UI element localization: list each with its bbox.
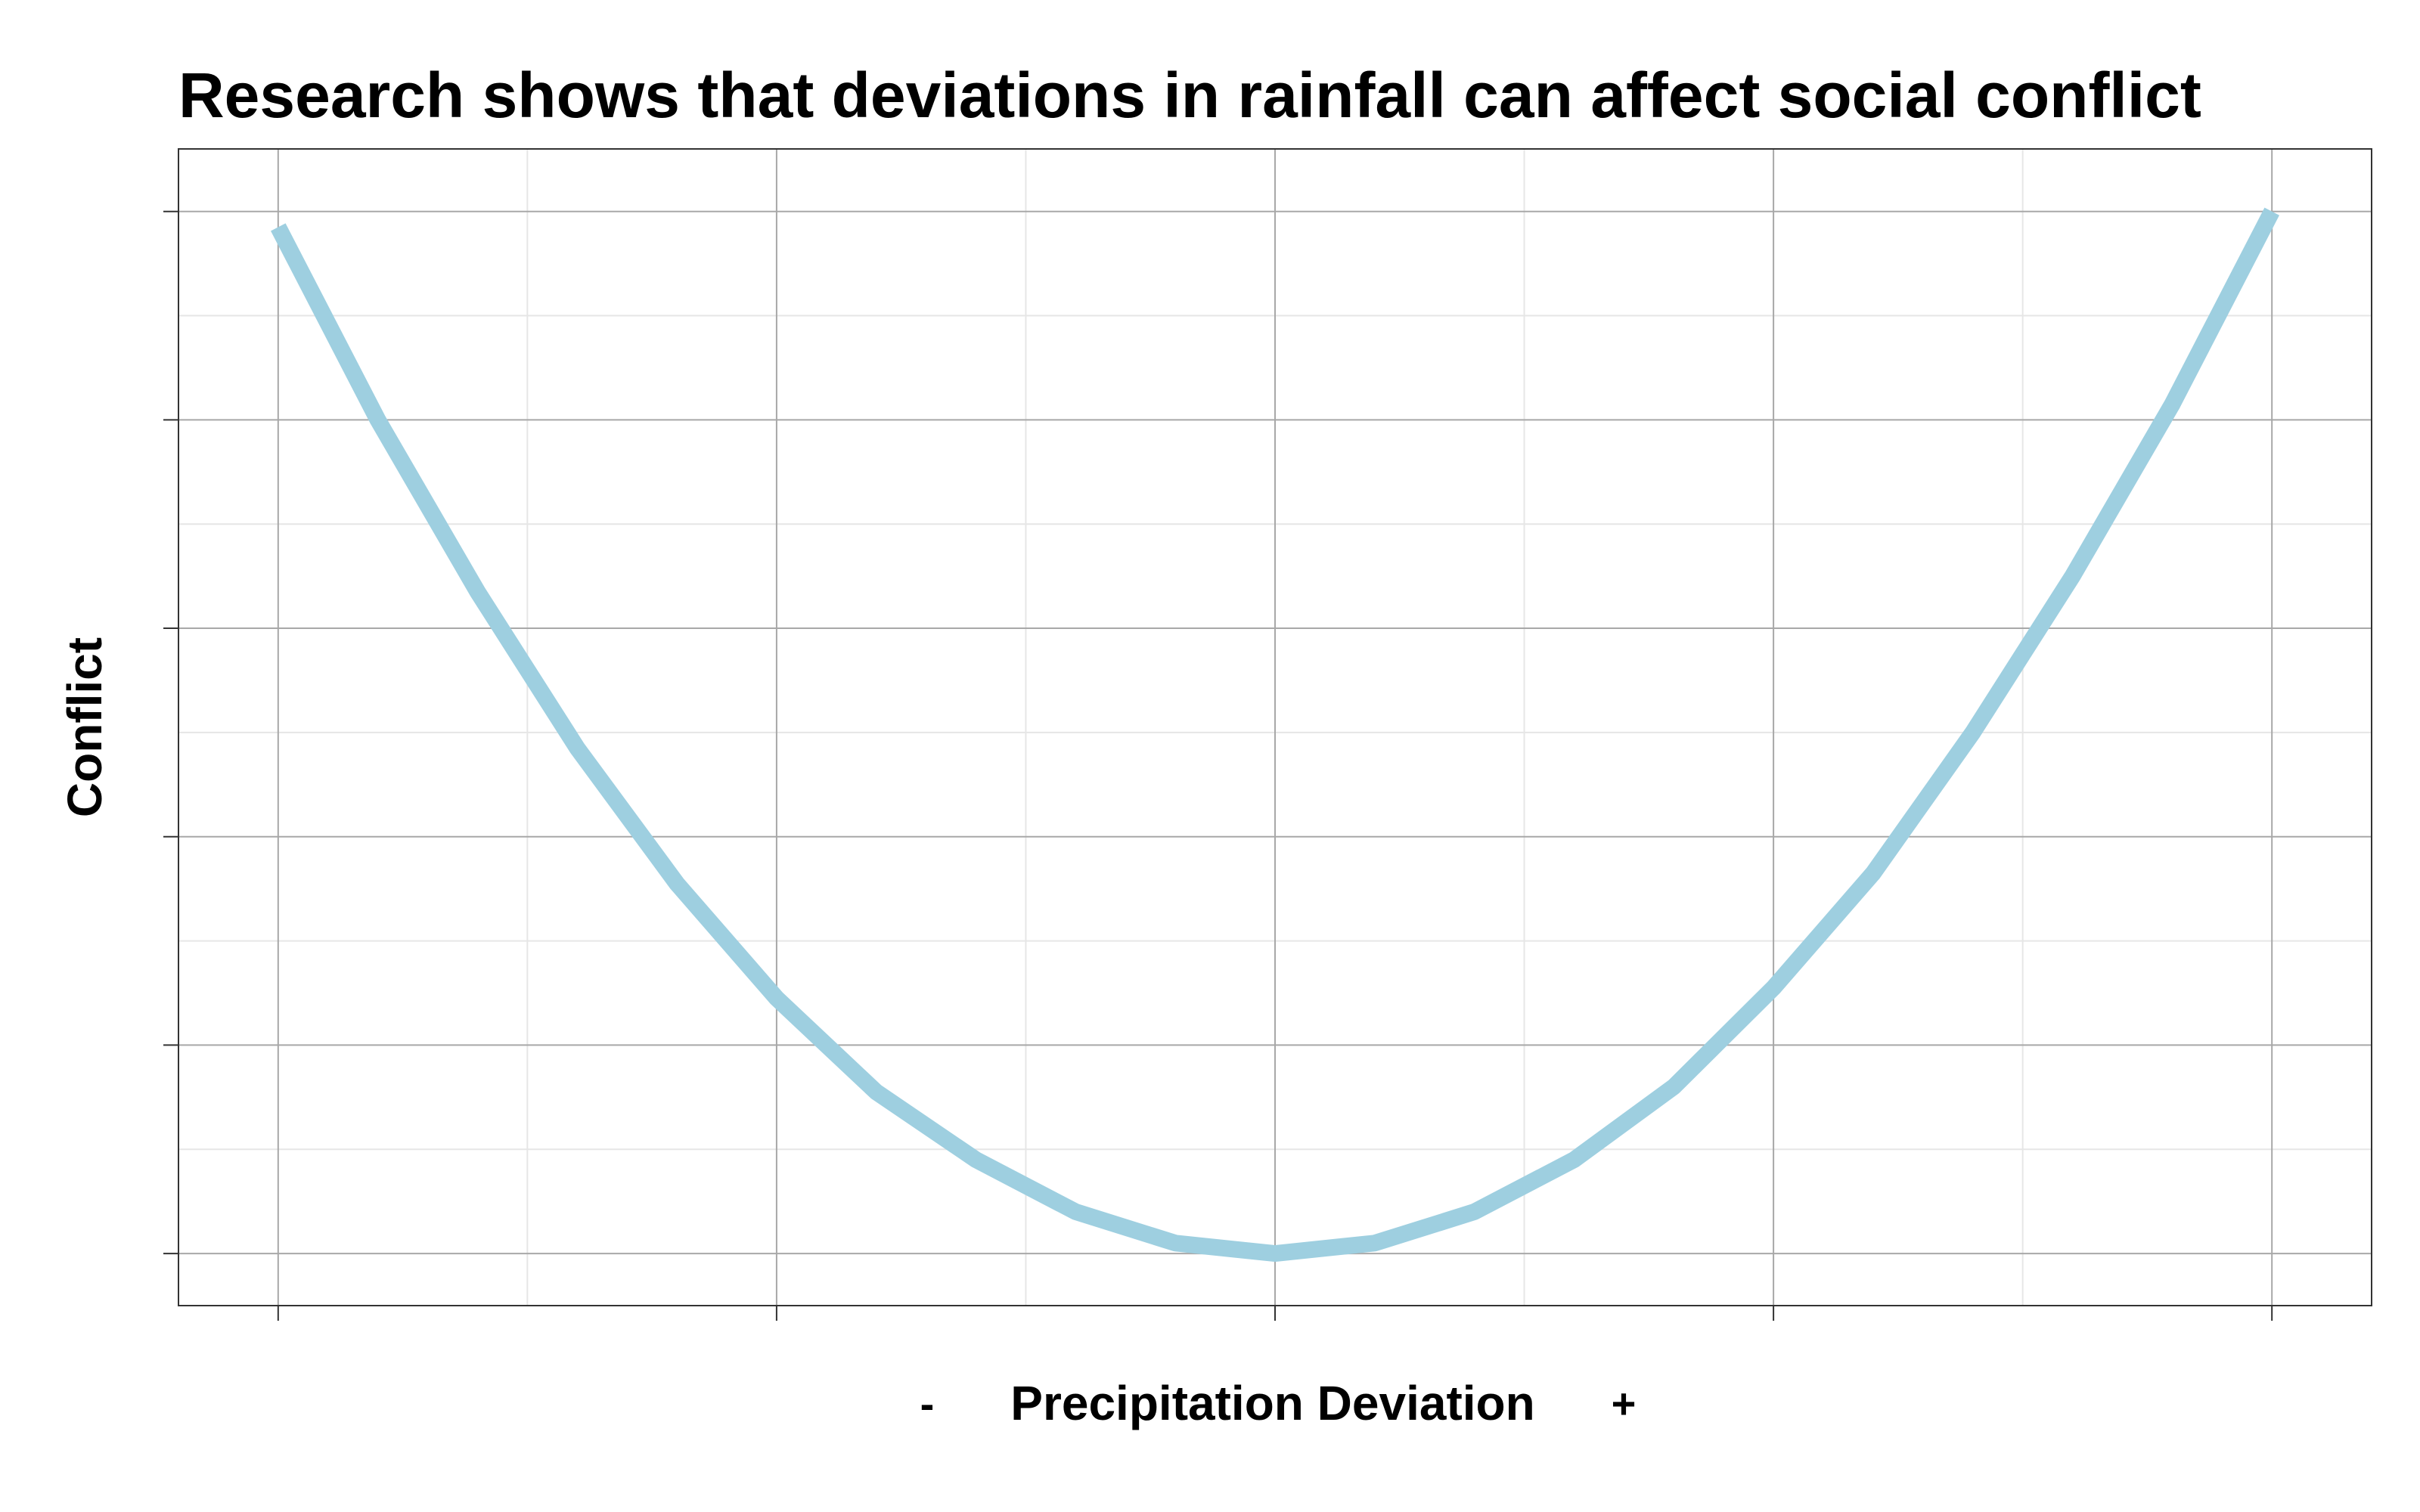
x-axis-label: Precipitation Deviation — [1010, 1376, 1534, 1430]
y-axis-label: Conflict — [57, 637, 112, 817]
axis-ticks — [163, 210, 2273, 1321]
series-layer — [271, 207, 2279, 1263]
grid-major — [178, 149, 2372, 1306]
series-line — [271, 207, 2279, 1263]
x-axis-minus-sign: - — [920, 1380, 935, 1427]
chart-title: Research shows that deviations in rainfa… — [178, 60, 2201, 131]
x-axis-plus-sign: + — [1612, 1380, 1637, 1427]
